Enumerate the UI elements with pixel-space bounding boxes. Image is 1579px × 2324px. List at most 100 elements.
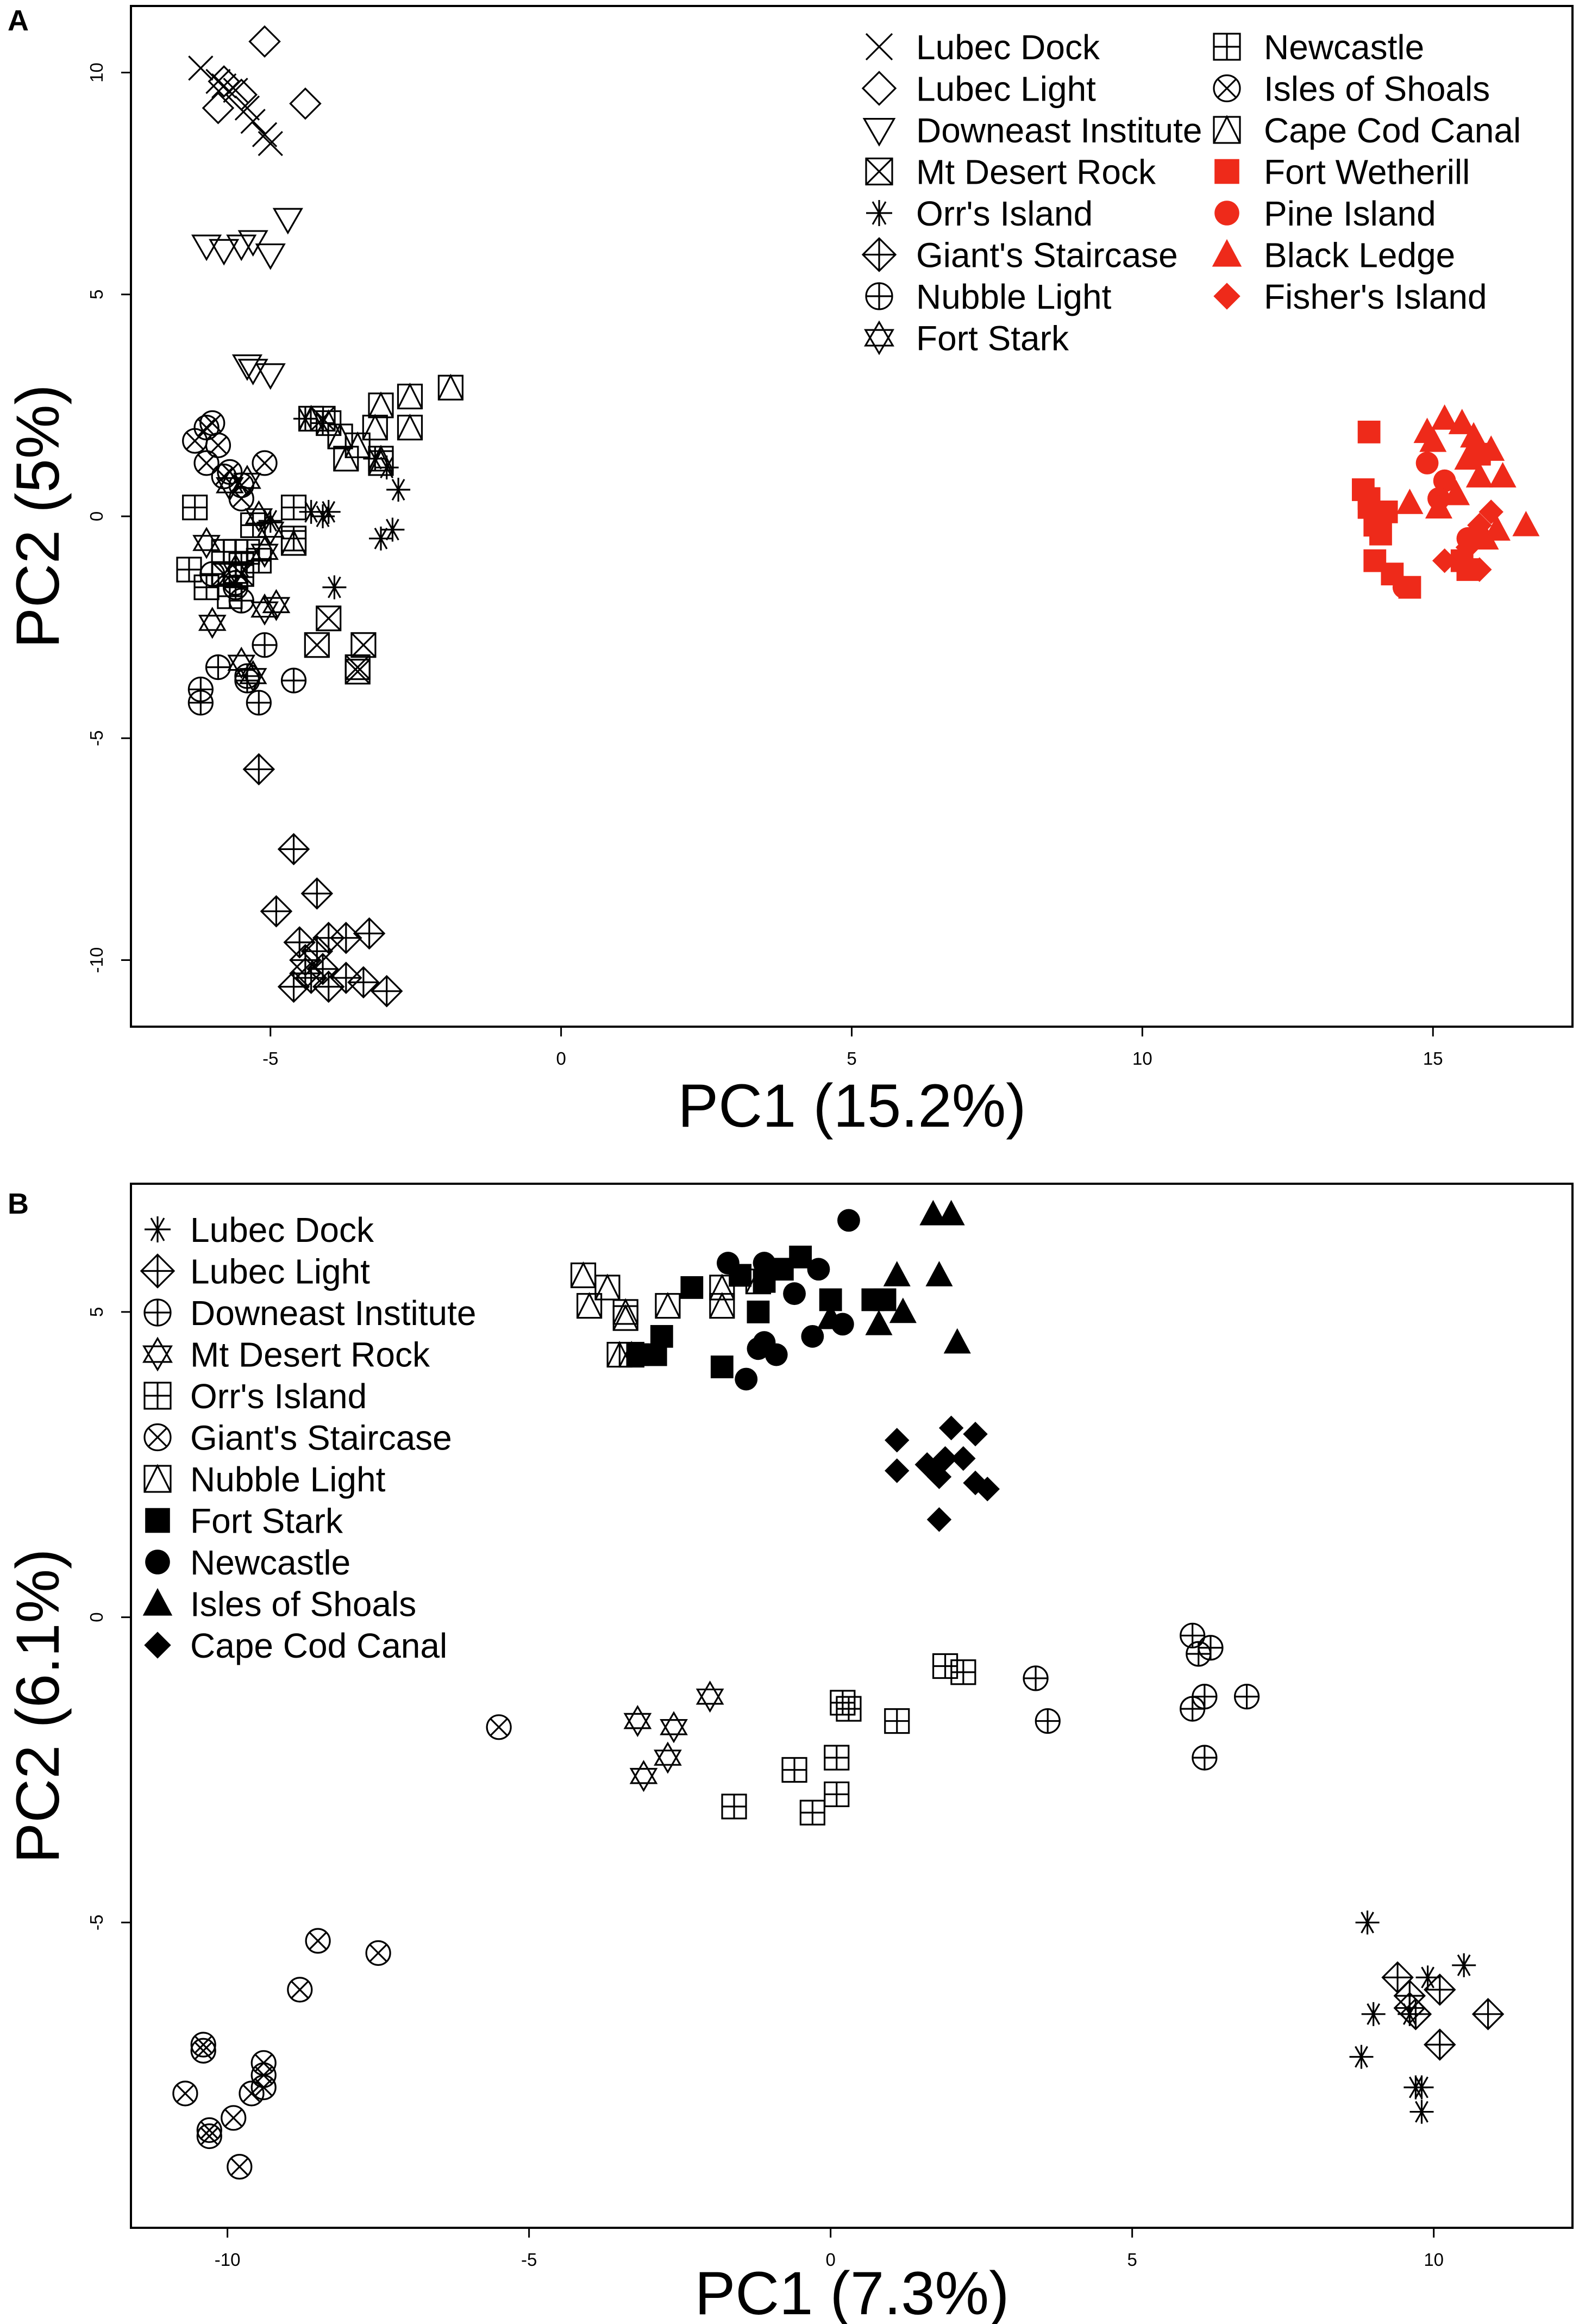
data-point-cape-cod-canal — [951, 1446, 976, 1471]
data-point-giant-s-staircase — [283, 926, 316, 959]
panel-a-x-tick-label: 10 — [1132, 1048, 1152, 1069]
data-point-orr-s-island — [824, 1745, 850, 1771]
data-point-fort-wetherill — [1369, 522, 1392, 546]
panel-a-series-fort-stark — [192, 465, 291, 692]
data-point-lubec-dock — [240, 109, 266, 134]
data-point-downeast-institute — [272, 208, 303, 235]
data-point-orr-s-island — [799, 1800, 825, 1826]
data-point-downeast-institute — [231, 354, 263, 381]
data-point-cape-cod-canal — [885, 1458, 910, 1483]
legend-label: Lubec Light — [916, 70, 1096, 109]
data-point-newcastle — [747, 1337, 770, 1360]
panel-a-x-tick-label: 15 — [1423, 1048, 1443, 1069]
data-point-giant-s-staircase — [330, 961, 362, 994]
data-point-orr-s-island — [299, 499, 323, 524]
data-point-fisher-s-island — [1467, 513, 1492, 538]
panel-b-legend-item-downeast-institute: Downeast Institute — [143, 1294, 477, 1333]
panel-b-y-ticks: -5 0 5 — [86, 1307, 131, 1931]
panel-b-series-lubec-dock — [1349, 1910, 1476, 2124]
panel-a-x-ticks: -5 0 5 10 15 — [262, 1027, 1443, 1069]
data-point-newcastle — [280, 495, 307, 521]
legend-label: Newcastle — [1264, 28, 1424, 67]
data-point-giant-s-staircase — [227, 2154, 253, 2180]
data-point-cape-cod-canal — [926, 1464, 952, 1489]
data-point-lubec-dock — [252, 122, 278, 147]
data-point-downeast-institute — [226, 234, 257, 261]
data-point-giant-s-staircase — [300, 935, 334, 967]
panel-a-legend-item-fort-wetherill: Fort Wetherill — [1214, 153, 1470, 192]
panel-b-series-giant-s-staircase — [172, 1714, 512, 2180]
data-point-downeast-institute — [1198, 1635, 1224, 1661]
panel-b-series-fort-stark — [626, 1245, 897, 1378]
legend-label: Black Ledge — [1264, 236, 1455, 275]
data-point-lubec-light — [202, 92, 235, 124]
legend-label: Lubec Light — [190, 1252, 370, 1291]
panel-b-series-cape-cod-canal — [885, 1415, 1000, 1532]
panel-b-letter: B — [8, 1188, 29, 1220]
data-point-giant-s-staircase — [287, 1977, 313, 2003]
data-point-pine-island — [1433, 469, 1456, 492]
legend-label: Fort Stark — [916, 319, 1069, 358]
panel-b-series-downeast-institute — [1023, 1622, 1260, 1771]
data-point-black-ledge — [1454, 444, 1482, 470]
panel-a-y-tick-label: 0 — [86, 511, 106, 521]
panel-b-y-tick-label: 5 — [86, 1307, 106, 1317]
panel-b-x-tick-label: -5 — [521, 2250, 537, 2270]
panel-a-legend-item-nubble-light: Nubble Light — [865, 277, 1112, 316]
legend-label: Giant's Staircase — [916, 236, 1178, 275]
data-point-newcastle — [240, 512, 266, 538]
data-point-cape-cod-canal — [368, 391, 394, 418]
legend-symbol-square-tri — [143, 1464, 172, 1493]
data-point-orr-s-island — [322, 575, 347, 599]
data-point-mt-desert-rock — [304, 632, 330, 658]
data-point-mt-desert-rock — [695, 1680, 724, 1713]
data-point-cape-cod-canal — [437, 373, 463, 401]
data-point-lubec-dock — [1355, 1910, 1380, 1935]
legend-symbol-diamond — [144, 1632, 171, 1659]
data-point-orr-s-island — [830, 1690, 856, 1716]
legend-label: Newcastle — [190, 1543, 350, 1582]
data-point-orr-s-island — [311, 504, 335, 528]
data-point-lubec-light — [1424, 2028, 1456, 2061]
panel-b-x-tick-label: 10 — [1424, 2250, 1444, 2270]
data-point-downeast-institute — [1192, 1745, 1218, 1771]
legend-symbol-star-of-david — [864, 320, 894, 355]
data-point-lubec-dock — [1361, 2002, 1386, 2026]
data-point-fisher-s-island — [1455, 535, 1481, 560]
legend-label: Giant's Staircase — [190, 1419, 452, 1458]
data-point-fort-stark — [680, 1276, 704, 1299]
panel-b-legend-item-nubble-light: Nubble Light — [143, 1460, 386, 1499]
data-point-fort-wetherill — [1357, 487, 1381, 510]
data-point-lubec-light — [289, 87, 322, 120]
data-point-mt-desert-rock — [660, 1711, 688, 1744]
data-point-nubble-light — [246, 690, 272, 716]
data-point-nubble-light — [570, 1261, 597, 1289]
data-point-newcastle — [765, 1343, 788, 1366]
legend-symbol-triangle — [142, 1588, 173, 1616]
panel-b-x-axis-title: PC1 (7.3%) — [695, 2259, 1010, 2324]
panel-a-legend-item-fisher-s-island: Fisher's Island — [1213, 277, 1487, 316]
panel-b-legend-item-isles-of-shoals: Isles of Shoals — [142, 1585, 416, 1624]
data-point-black-ledge — [1465, 462, 1493, 488]
data-point-lubec-dock — [1452, 1953, 1476, 1977]
data-point-black-ledge — [1471, 524, 1499, 550]
data-point-mt-desert-rock — [316, 605, 342, 632]
data-point-isles-of-shoals — [228, 485, 254, 511]
panel-a-data-points — [176, 25, 1540, 1008]
data-point-lubec-light — [208, 65, 240, 98]
legend-label: Lubec Dock — [916, 28, 1100, 67]
data-point-nubble-light — [252, 632, 278, 658]
panel-a-legend-item-newcastle: Newcastle — [1213, 28, 1424, 67]
data-point-pine-island — [1415, 452, 1439, 474]
legend-symbol-asterisk — [145, 1216, 171, 1242]
panel-b-legend-item-giant-s-staircase: Giant's Staircase — [143, 1419, 452, 1458]
panel-b-legend-item-cape-cod-canal: Cape Cod Canal — [144, 1626, 447, 1665]
panel-b-x-tick-label: 5 — [1127, 2250, 1137, 2270]
panel-a-legend-item-lubec-dock: Lubec Dock — [865, 28, 1100, 67]
data-point-lubec-light — [1399, 1998, 1432, 2031]
legend-symbol-triangle — [1212, 239, 1242, 267]
data-point-fort-stark — [198, 607, 227, 639]
panel-b-legend-item-mt-desert-rock: Mt Desert Rock — [142, 1335, 430, 1375]
